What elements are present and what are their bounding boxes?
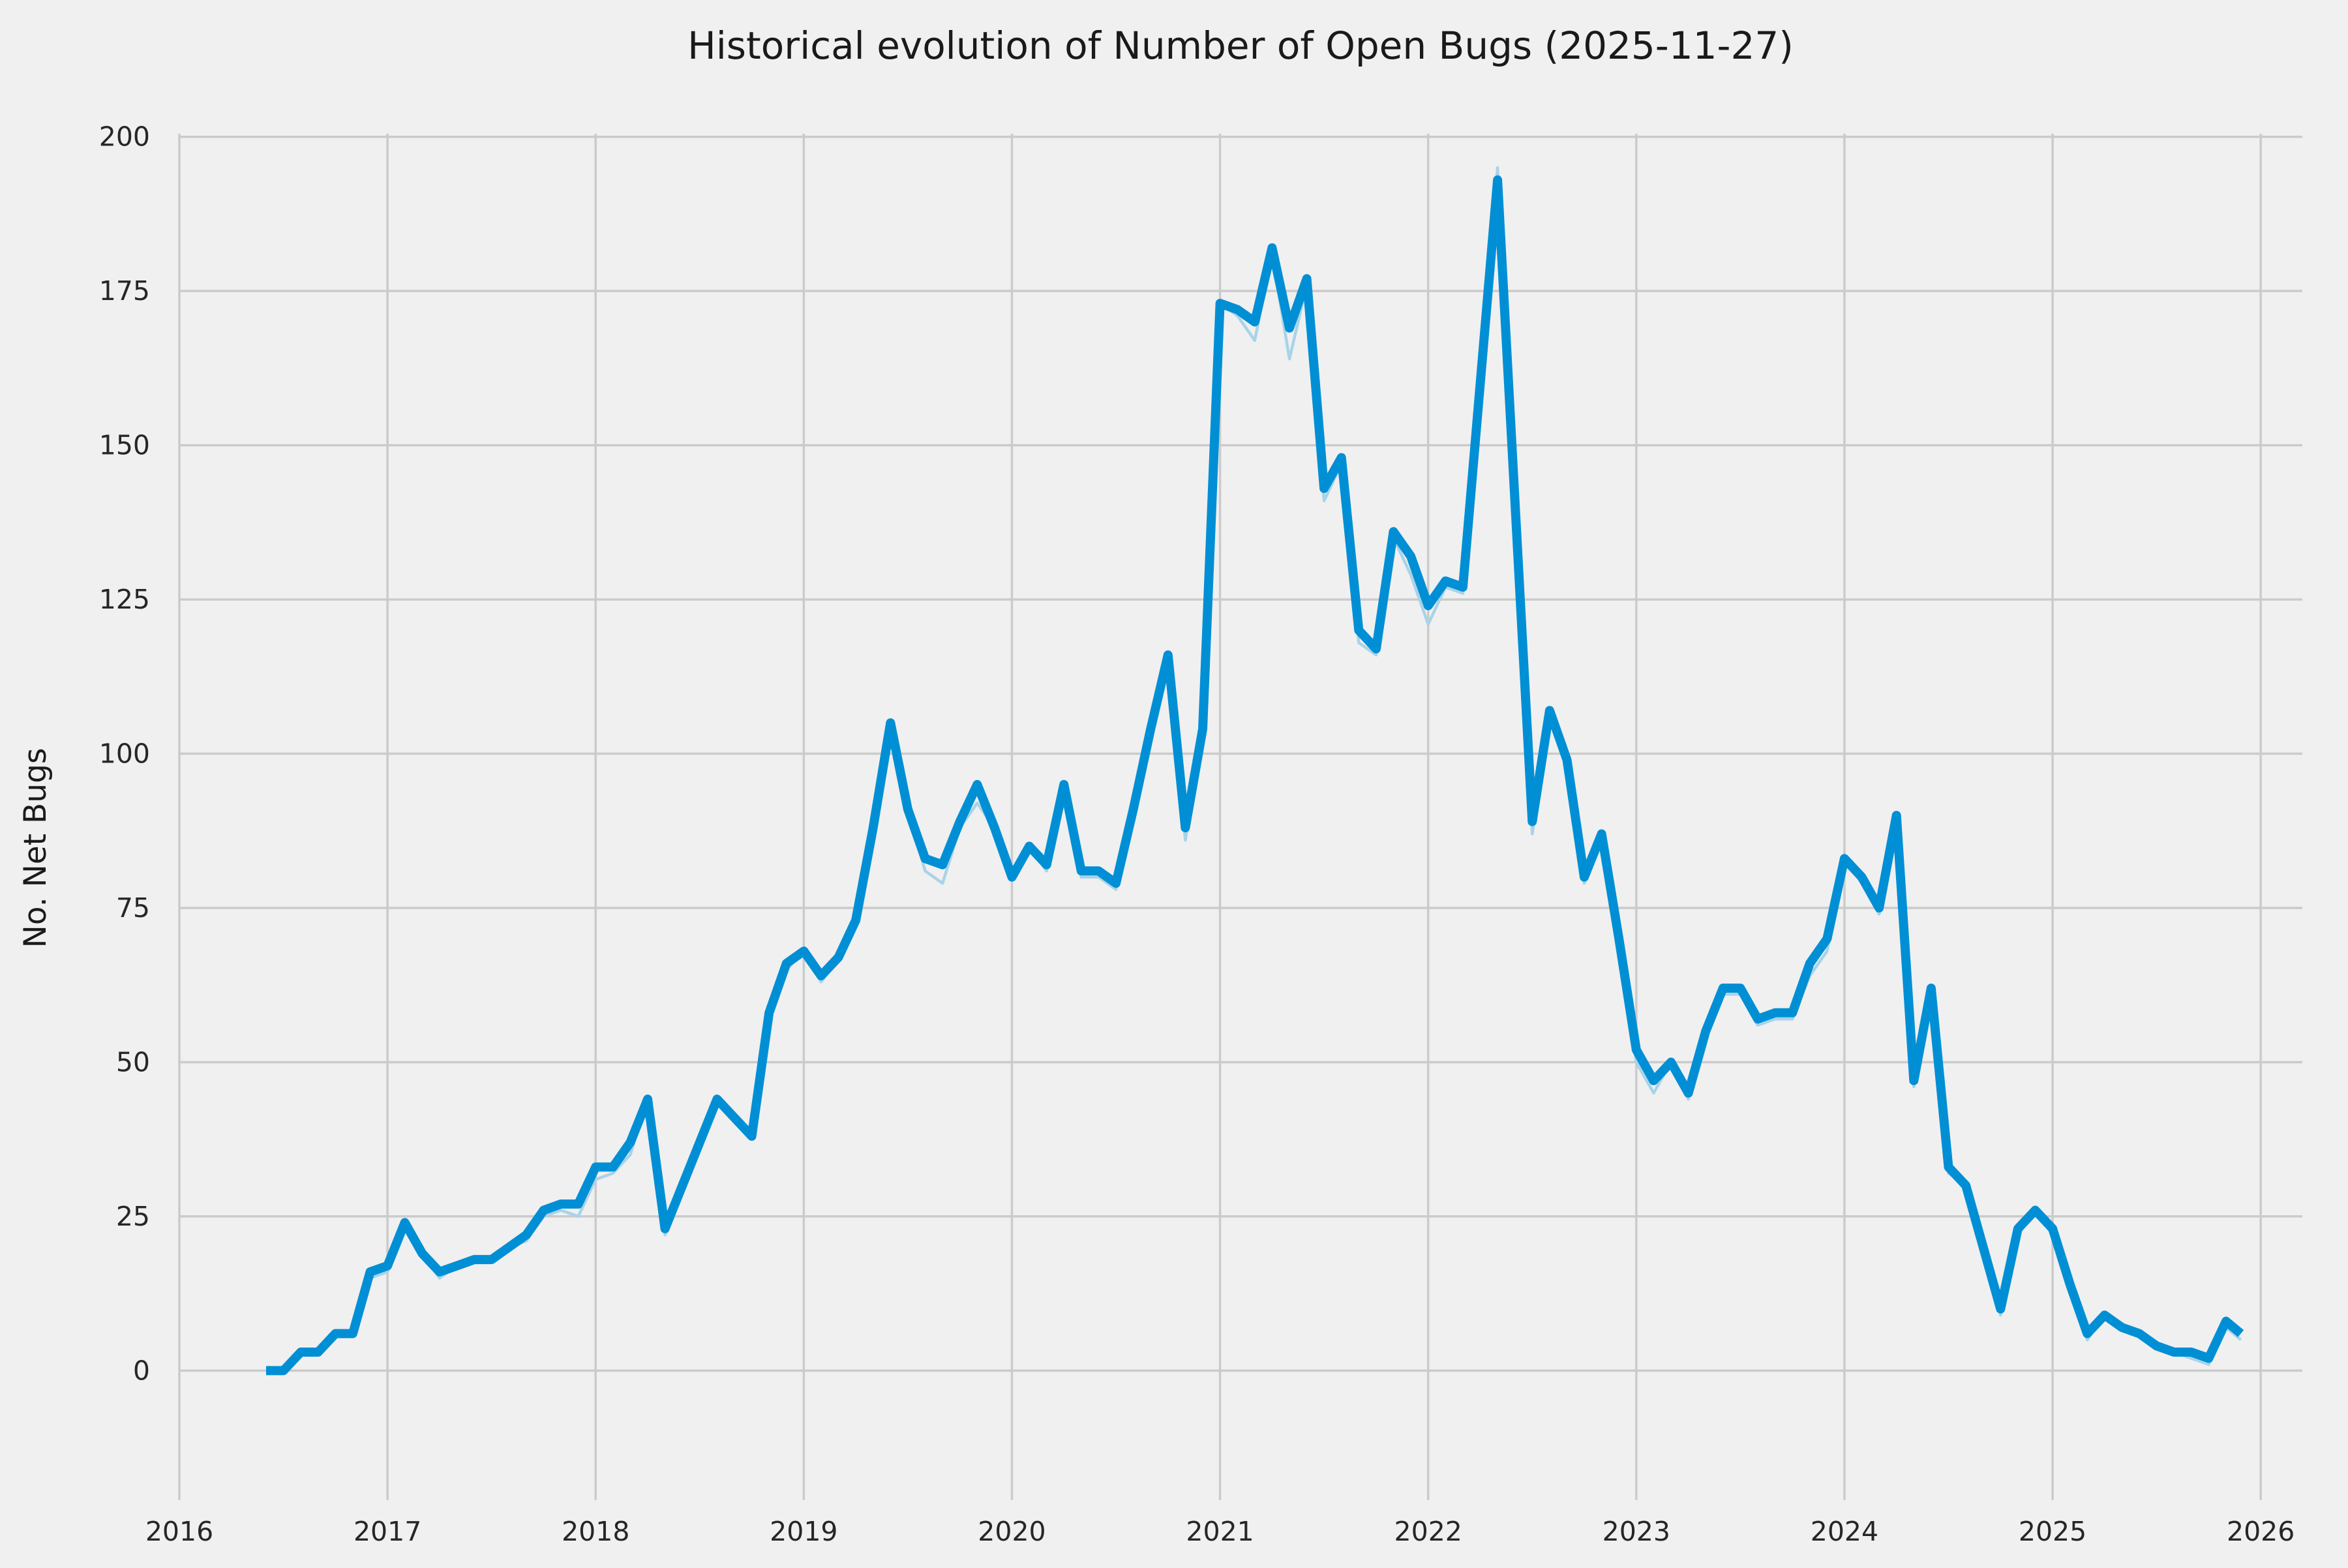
y-tick-100: 100 — [99, 738, 150, 770]
y-tick-150: 150 — [99, 430, 150, 461]
series-line-open-bugs-monthly — [266, 175, 2244, 1376]
chart-title: Historical evolution of Number of Open B… — [687, 23, 1794, 68]
x-tick-2020: 2020 — [978, 1516, 1046, 1547]
y-tick-75: 75 — [116, 892, 150, 924]
y-tick-200: 200 — [99, 121, 150, 153]
y-tick-125: 125 — [99, 584, 150, 615]
x-tick-2021: 2021 — [1186, 1516, 1254, 1547]
x-axis-label: Time — [1202, 1562, 1278, 1565]
y-axis-tick-labels: 0 25 50 75 100 125 150 175 200 — [99, 121, 150, 1387]
y-tick-175: 175 — [99, 275, 150, 307]
series-lines — [266, 166, 2244, 1376]
x-tick-2019: 2019 — [770, 1516, 837, 1547]
y-tick-50: 50 — [116, 1046, 150, 1078]
x-tick-2018: 2018 — [562, 1516, 629, 1547]
x-axis-tick-labels: 2016 2017 2018 2019 2020 2021 2022 2023 2024 2025… — [145, 1516, 2295, 1547]
x-tick-2024: 2024 — [1811, 1516, 1878, 1547]
y-tick-25: 25 — [116, 1201, 150, 1232]
gridlines — [178, 134, 2302, 1500]
x-tick-2026: 2026 — [2227, 1516, 2295, 1547]
x-tick-2023: 2023 — [1603, 1516, 1670, 1547]
x-tick-2016: 2016 — [145, 1516, 213, 1547]
x-tick-2022: 2022 — [1394, 1516, 1462, 1547]
y-tick-0: 0 — [133, 1355, 150, 1386]
x-tick-2017: 2017 — [354, 1516, 421, 1547]
series-line-open-bugs-raw — [266, 166, 2242, 1372]
y-axis-label: No. Net Bugs — [18, 748, 53, 948]
x-tick-2025: 2025 — [2019, 1516, 2086, 1547]
